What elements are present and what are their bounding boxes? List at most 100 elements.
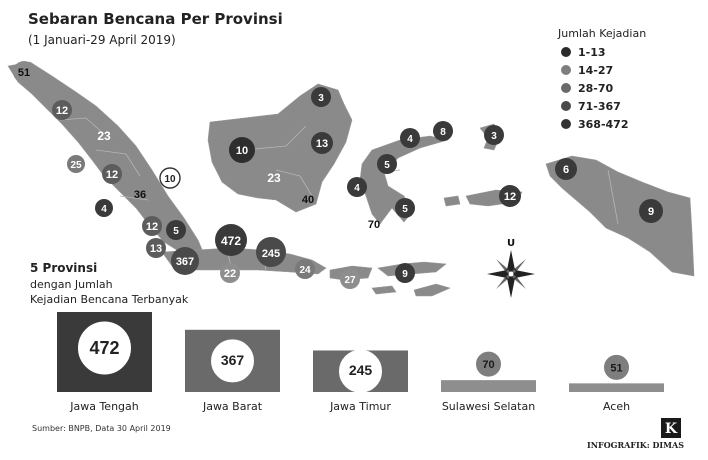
marker-lampung: 12 (142, 216, 162, 236)
marker-sulbar-label: 4 (354, 183, 360, 194)
marker-jabar-label: 367 (176, 256, 194, 268)
marker-sumut-label: 12 (56, 105, 68, 117)
bar-category-label: Aceh (603, 400, 630, 413)
page-title: Sebaran Bencana Per Provinsi (28, 10, 283, 28)
legend-label: 71-367 (578, 100, 621, 113)
marker-kalteng: 23 (267, 171, 281, 185)
marker-sulteng: 5 (377, 154, 397, 174)
bar-value-badge (476, 351, 501, 377)
marker-jatim-label: 245 (262, 248, 280, 260)
legend-label: 1-13 (578, 46, 606, 59)
legend-swatch (561, 119, 571, 129)
bar-category-label: Sulawesi Selatan (442, 400, 535, 413)
marker-bali: 24 (295, 259, 315, 279)
marker-kalbar-label: 10 (236, 145, 248, 157)
marker-maluku: 12 (499, 185, 521, 207)
marker-malut: 3 (484, 125, 504, 145)
marker-diy: 22 (220, 263, 240, 283)
marker-jateng: 472 (215, 224, 247, 256)
source-note: Sumber: BNPB, Data 30 April 2019 (32, 424, 171, 433)
marker-banten-area: 5 (166, 220, 186, 240)
marker-kalsel: 40 (302, 194, 314, 206)
marker-kaltara-label: 3 (318, 93, 324, 104)
bar-section-title: 5 Provinsi (30, 261, 97, 275)
legend-label: 368-472 (578, 118, 629, 131)
marker-sulut: 8 (433, 121, 453, 141)
bar-value-badge (78, 321, 131, 375)
marker-bali-label: 24 (299, 265, 311, 276)
bar-value-badge (211, 339, 254, 383)
island-buru (443, 195, 461, 207)
marker-sumbar: 25 (67, 155, 85, 173)
marker-banten: 13 (146, 238, 166, 258)
marker-bengkulu-label: 4 (101, 204, 107, 215)
bar-value-label: 51 (610, 362, 622, 374)
marker-riau-label: 23 (97, 129, 111, 143)
bar-value-label: 245 (349, 362, 373, 378)
marker-ntt: 9 (395, 263, 415, 283)
bar-category-label: Jawa Barat (202, 400, 263, 413)
marker-ntt-label: 9 (402, 269, 408, 280)
marker-sulut-label: 8 (440, 127, 446, 138)
marker-ntb: 27 (340, 269, 360, 289)
island-papua (545, 155, 695, 277)
marker-papua-label: 9 (648, 206, 654, 218)
bar-chart: 472 Jawa Tengah 367 Jawa Barat 245 Jawa Timur… (57, 312, 664, 413)
bar-value-label: 367 (221, 352, 245, 368)
legend-item: 1-13 (561, 46, 606, 59)
marker-jabar: 367 (171, 247, 199, 275)
island-kalimantan (207, 83, 353, 213)
marker-sumbar-label: 25 (70, 160, 82, 171)
map-markers: 51 12 23 25 12 36 10 4 12 5 13 367 472 2… (13, 61, 663, 289)
legend-swatch (561, 83, 571, 93)
marker-riau: 23 (97, 129, 111, 143)
marker-malut-label: 3 (491, 131, 497, 142)
legend: Jumlah Kejadian 1-13 14-27 28-70 71-367 … (557, 27, 646, 131)
marker-kaltim: 13 (311, 132, 333, 154)
marker-babel-label: 10 (164, 174, 176, 185)
marker-papua: 9 (639, 199, 663, 223)
marker-kaltim-label: 13 (316, 138, 328, 150)
compass-rose-icon: U (487, 238, 535, 298)
bar (569, 383, 664, 392)
marker-gorontalo: 4 (400, 128, 420, 148)
marker-jambi: 12 (102, 164, 122, 184)
marker-babel: 10 (159, 167, 181, 189)
marker-kalbar: 10 (229, 137, 255, 163)
marker-banten-area-label: 5 (173, 226, 179, 237)
legend-label: 14-27 (578, 64, 613, 77)
legend-item: 14-27 (561, 64, 613, 77)
legend-swatch (561, 47, 571, 57)
marker-sulbar: 4 (347, 177, 367, 197)
bar-category-label: Jawa Tengah (69, 400, 139, 413)
marker-kaltara: 3 (311, 87, 331, 107)
marker-banten-label: 13 (150, 243, 162, 255)
marker-jambi-label: 12 (106, 169, 118, 181)
marker-kalsel-label: 40 (302, 194, 314, 206)
bar-section-subtitle-line1: dengan Jumlah (30, 278, 113, 291)
marker-diy-label: 22 (224, 268, 236, 280)
bar (441, 380, 536, 392)
marker-aceh: 51 (13, 61, 35, 83)
legend-title: Jumlah Kejadian (557, 27, 646, 40)
logo-letter: K (665, 421, 678, 437)
legend-item: 368-472 (561, 118, 629, 131)
compass-north-label: U (507, 238, 515, 249)
marker-papua-barat-label: 6 (563, 164, 569, 176)
kompas-logo: K (661, 418, 681, 438)
marker-sulsel: 70 (368, 219, 380, 231)
infographic-credit: INFOGRAFIK: DIMAS (587, 440, 684, 450)
legend-swatch (561, 65, 571, 75)
bar-value-badge (339, 349, 382, 393)
bar-section-subtitle-line2: Kejadian Bencana Terbanyak (30, 293, 189, 306)
bar-category-label: Jawa Timur (329, 400, 391, 413)
marker-jatim: 245 (256, 237, 286, 267)
legend-item: 71-367 (561, 100, 621, 113)
marker-gorontalo-label: 4 (407, 134, 413, 145)
marker-papua-barat: 6 (555, 158, 577, 180)
marker-sumsel-label: 36 (134, 189, 146, 201)
legend-label: 28-70 (578, 82, 614, 95)
marker-bengkulu: 4 (95, 199, 113, 217)
